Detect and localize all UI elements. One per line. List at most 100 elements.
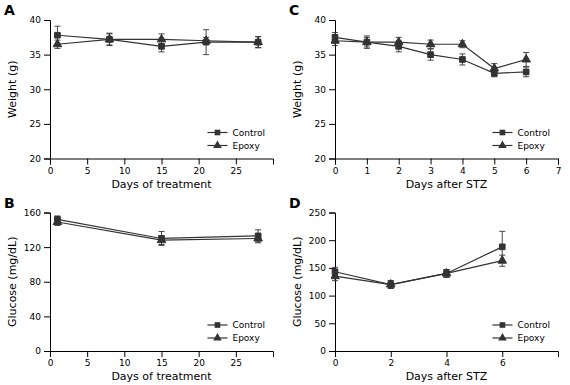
legend: Control Epoxy (492, 128, 550, 151)
point (386, 280, 395, 287)
point (202, 36, 211, 43)
y-tick-mark (44, 282, 50, 283)
y-tick-mark (329, 89, 335, 90)
y-axis-line (329, 213, 336, 352)
legend-label: Control (517, 128, 550, 138)
x-tick-label: 0 (48, 358, 54, 368)
point (157, 235, 166, 242)
x-tick: 0 (48, 159, 54, 176)
y-tick-label: 120 (24, 243, 41, 253)
x-tick-mark (236, 159, 237, 165)
y-tick: 35 (30, 50, 50, 60)
x-tick-mark (431, 159, 432, 165)
x-tick-label: 6 (500, 358, 506, 368)
y-tick-mark (329, 20, 335, 21)
y-tick-label: 40 (30, 312, 42, 322)
x-tick-label: 2 (388, 358, 394, 368)
y-tick: 120 (24, 243, 50, 253)
x-tick-label: 25 (231, 166, 242, 176)
point (428, 52, 434, 58)
y-tick: 80 (30, 277, 50, 287)
x-tick: 25 (231, 351, 242, 368)
x-tick: 1 (364, 159, 370, 176)
x-tick-mark (162, 351, 163, 357)
legend-label: Epoxy (232, 333, 260, 343)
point (490, 64, 499, 71)
y-axis-line (44, 213, 51, 352)
x-tick: 20 (193, 159, 205, 176)
x-tick-label: 1 (364, 166, 370, 176)
y-tick-mark (329, 296, 335, 297)
point (458, 39, 467, 46)
y-tick-label: 30 (315, 85, 327, 95)
y-axis: 2025303540 (30, 15, 51, 164)
x-tick: 10 (119, 159, 131, 176)
x-tick: 5 (492, 159, 498, 176)
point (53, 39, 62, 46)
x-axis-label: Days of treatment (111, 370, 212, 383)
y-tick: 200 (309, 236, 335, 246)
series (54, 26, 261, 54)
y-axis-label: Weight (g) (291, 61, 304, 118)
y-tick-mark (329, 213, 335, 214)
panel: 0246050100150200250Days after STZGlucose… (289, 195, 559, 384)
x-tick: 4 (460, 159, 466, 176)
x-tick-label: 5 (85, 358, 91, 368)
y-tick: 150 (309, 263, 335, 273)
legend: ControlEpoxy (207, 320, 265, 343)
legend-item: Epoxy (492, 141, 545, 151)
x-tick-label: 0 (333, 166, 339, 176)
y-tick-label: 35 (30, 50, 41, 60)
x-tick-label: 5 (492, 166, 498, 176)
x-axis: 01234567 (333, 159, 562, 176)
y-tick: 40 (30, 15, 50, 25)
series-line (335, 37, 526, 73)
x-tick: 2 (388, 351, 394, 368)
x-tick: 10 (119, 351, 131, 368)
y-tick-mark (329, 124, 335, 125)
y-tick-label: 200 (309, 236, 326, 246)
y-tick-mark (44, 316, 50, 317)
error-bar (523, 67, 529, 77)
series-line (335, 247, 502, 285)
x-tick-mark (199, 159, 200, 165)
legend-label: Epoxy (517, 141, 545, 151)
y-tick: 250 (309, 208, 335, 218)
x-tick-label: 10 (119, 358, 131, 368)
series (332, 231, 505, 288)
x-tick-label: 3 (428, 166, 434, 176)
legend-item: Control (207, 128, 265, 138)
y-tick: 20 (30, 154, 50, 164)
legend-label: Control (232, 128, 265, 138)
x-tick: 7 (556, 159, 562, 176)
x-tick: 15 (156, 351, 167, 368)
x-tick-mark (526, 159, 527, 165)
y-tick: 30 (315, 85, 335, 95)
chart-container: 05101520252025303540Days of treatmentWei… (0, 0, 570, 385)
chart-svg: 05101520252025303540Days of treatmentWei… (0, 0, 570, 385)
x-tick-mark (236, 351, 237, 357)
series (53, 34, 262, 49)
x-tick: 15 (156, 159, 167, 176)
panel: 012345672025303540Days after STZWeight (… (289, 2, 561, 191)
x-tick-label: 15 (156, 166, 167, 176)
series (331, 36, 530, 74)
x-tick-label: 10 (119, 166, 131, 176)
y-tick-mark (329, 323, 335, 324)
y-tick: 0 (320, 346, 335, 356)
x-tick-mark (447, 351, 448, 357)
x-tick: 5 (85, 159, 91, 176)
x-tick-mark (162, 159, 163, 165)
y-axis: 050100150200250 (309, 208, 336, 357)
y-tick: 160 (24, 208, 50, 218)
y-tick-mark (329, 55, 335, 56)
panel-title: C (289, 2, 299, 18)
legend-label: Epoxy (232, 141, 260, 151)
x-tick: 0 (48, 351, 54, 368)
y-tick: 50 (315, 319, 335, 329)
error-bar (459, 54, 465, 65)
panel-title: A (4, 2, 15, 18)
point (460, 57, 466, 63)
legend-marker (215, 322, 221, 328)
y-tick: 40 (30, 312, 50, 322)
